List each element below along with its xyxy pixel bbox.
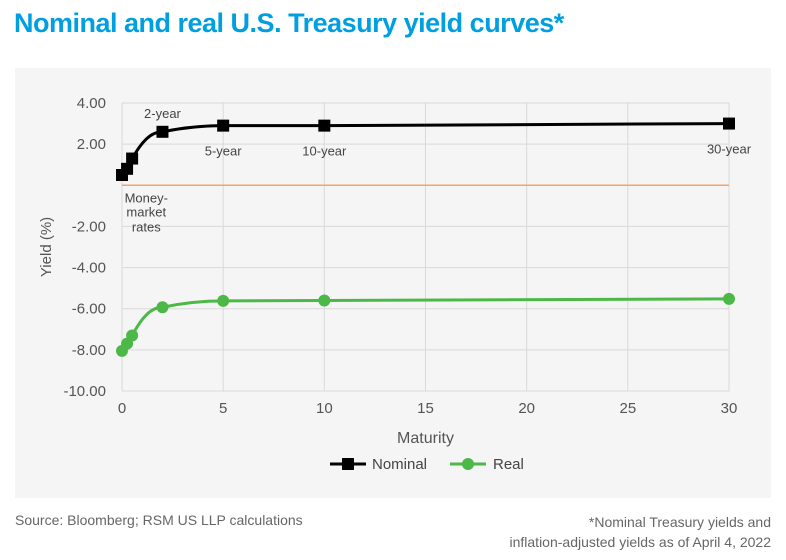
footnote-line-2: inflation-adjusted yields as of April 4,… [509, 534, 772, 550]
nominal-point [126, 152, 139, 165]
real-point [217, 294, 230, 307]
x-tick-label: 0 [118, 400, 126, 417]
x-tick-label: 30 [721, 400, 738, 417]
y-tick-label: -4.00 [72, 260, 106, 277]
real-point [156, 301, 169, 314]
y-axis-label: Yield (%) [38, 217, 55, 277]
legend-nominal-label: Nominal [372, 456, 427, 473]
nominal-point [723, 117, 735, 130]
y-tick-label: -10.00 [63, 383, 106, 400]
y-tick-label: -2.00 [72, 218, 106, 235]
annotation-label: Money- [125, 190, 168, 205]
nominal-point [217, 119, 230, 132]
legend-nominal-marker [342, 458, 354, 470]
y-tick-label: -6.00 [72, 301, 106, 318]
footnote: *Nominal Treasury yields and inflation-a… [441, 512, 772, 552]
y-tick-label: 2.00 [77, 136, 106, 153]
footnote-line-1: *Nominal Treasury yields and [588, 514, 771, 530]
real-point [318, 294, 331, 307]
real-point [126, 329, 139, 342]
annotation-label: rates [132, 219, 161, 234]
legend-real-marker [462, 458, 474, 470]
legend-real-label: Real [493, 456, 524, 473]
nominal-point [318, 119, 331, 132]
chart-panel [15, 68, 771, 498]
real-point [723, 292, 735, 305]
x-tick-label: 15 [417, 400, 434, 417]
annotation-label: market [126, 204, 166, 219]
annotation-label: 2-year [144, 106, 182, 121]
source-note: Source: Bloomberg; RSM US LLP calculatio… [15, 512, 303, 528]
x-tick-label: 10 [316, 400, 333, 417]
nominal-point [121, 162, 134, 175]
annotation-label: 5-year [205, 144, 243, 159]
annotation-label: 10-year [302, 144, 347, 159]
y-tick-label: -8.00 [72, 342, 106, 359]
y-tick-label: 4.00 [77, 95, 106, 112]
x-tick-label: 20 [518, 400, 535, 417]
annotation-label: 30-year [707, 142, 752, 157]
x-tick-label: 25 [619, 400, 636, 417]
x-tick-label: 5 [219, 400, 227, 417]
chart-title: Nominal and real U.S. Treasury yield cur… [14, 8, 564, 38]
nominal-point [156, 125, 169, 138]
x-axis-label: Maturity [397, 430, 454, 447]
